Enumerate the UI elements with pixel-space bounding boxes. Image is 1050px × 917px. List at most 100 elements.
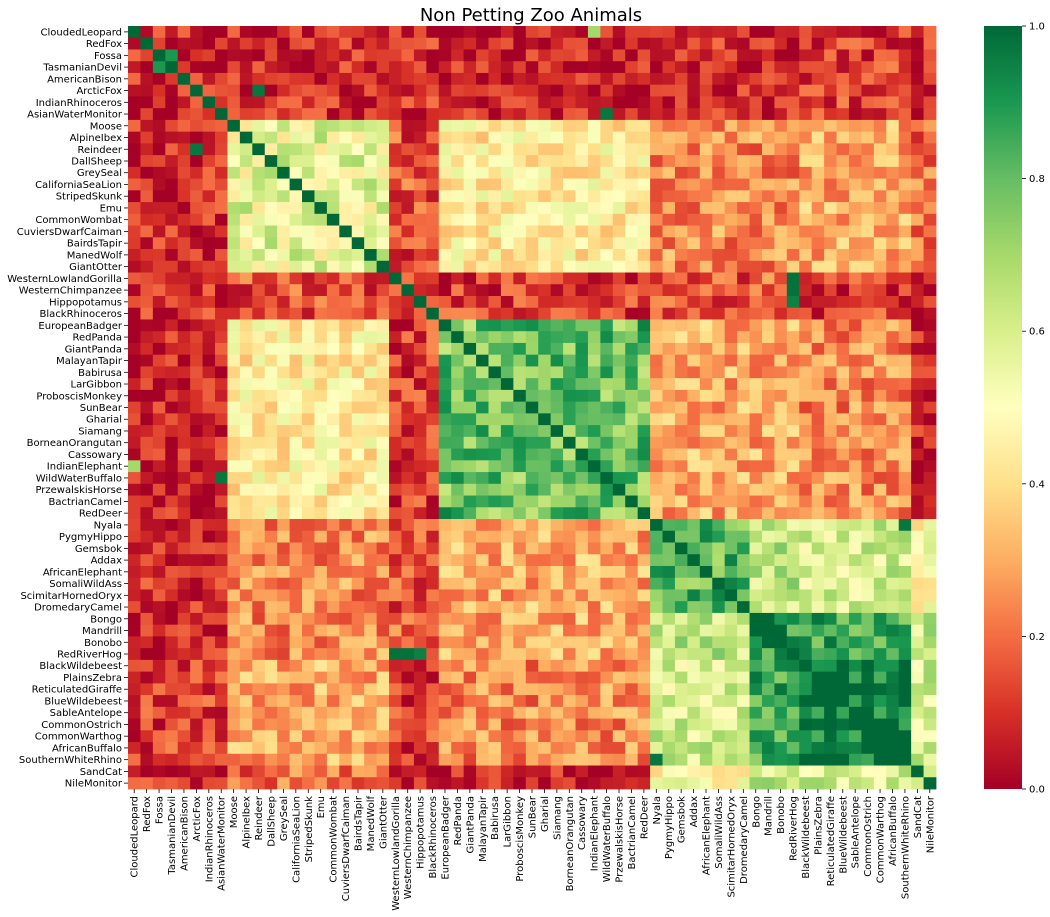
heatmap-cell bbox=[749, 401, 763, 414]
heatmap-cell bbox=[128, 37, 141, 50]
heatmap-cell bbox=[563, 166, 576, 179]
heatmap-cell bbox=[761, 671, 775, 684]
heatmap-cell bbox=[550, 483, 564, 496]
heatmap-cell bbox=[811, 425, 825, 438]
heatmap-cell bbox=[637, 237, 651, 250]
heatmap-cell bbox=[886, 519, 900, 532]
heatmap-cell bbox=[451, 706, 465, 719]
heatmap-cell bbox=[600, 777, 614, 790]
heatmap-cell bbox=[488, 706, 502, 719]
heatmap-cell bbox=[488, 683, 502, 696]
heatmap-cell bbox=[289, 389, 303, 403]
heatmap-cell bbox=[264, 753, 278, 766]
heatmap-cell bbox=[712, 26, 726, 39]
heatmap-cell bbox=[451, 472, 465, 485]
heatmap-cell bbox=[289, 565, 303, 579]
heatmap-cell bbox=[563, 37, 576, 50]
heatmap-cell bbox=[525, 295, 539, 309]
heatmap-cell bbox=[923, 542, 937, 555]
heatmap-cell bbox=[525, 225, 539, 238]
heatmap-cell bbox=[264, 49, 278, 62]
heatmap-cell bbox=[600, 495, 614, 508]
heatmap-cell bbox=[364, 26, 378, 39]
x-tick-label: DallSheep bbox=[266, 796, 277, 847]
heatmap-cell bbox=[674, 166, 688, 179]
heatmap-cell bbox=[811, 401, 825, 414]
heatmap-cell bbox=[152, 577, 166, 590]
heatmap-cell bbox=[302, 249, 315, 262]
heatmap-cell bbox=[699, 401, 713, 414]
heatmap-cell bbox=[898, 425, 912, 438]
heatmap-cell bbox=[451, 483, 465, 496]
heatmap-cell bbox=[525, 307, 539, 320]
heatmap-cell bbox=[811, 166, 825, 179]
heatmap-cell bbox=[799, 307, 813, 320]
heatmap-cell bbox=[824, 249, 837, 262]
heatmap-cell bbox=[811, 213, 825, 226]
heatmap-cell bbox=[898, 342, 912, 356]
heatmap-cell bbox=[575, 753, 589, 766]
heatmap-cell bbox=[488, 284, 502, 297]
x-tick-label: Hippopotamus bbox=[416, 796, 427, 869]
heatmap-cell bbox=[463, 448, 477, 461]
heatmap-cell bbox=[252, 72, 266, 86]
heatmap-cell bbox=[600, 695, 614, 708]
heatmap-cell bbox=[314, 753, 328, 766]
heatmap-cell bbox=[326, 695, 340, 708]
heatmap-cell bbox=[811, 554, 825, 567]
heatmap-cell bbox=[165, 155, 179, 168]
heatmap-cell bbox=[699, 706, 713, 719]
heatmap-cell bbox=[625, 342, 639, 356]
heatmap-cell bbox=[376, 143, 390, 156]
heatmap-cell bbox=[774, 249, 788, 262]
heatmap-cell bbox=[451, 659, 465, 673]
heatmap-cell bbox=[488, 202, 502, 215]
heatmap-cell bbox=[737, 706, 750, 719]
x-tick-label: WildWaterBuffalo bbox=[602, 796, 613, 882]
heatmap-cell bbox=[339, 495, 353, 508]
heatmap-cell bbox=[227, 765, 241, 778]
heatmap-cell bbox=[165, 777, 179, 790]
heatmap-cell bbox=[712, 401, 726, 414]
heatmap-cell bbox=[302, 777, 315, 790]
heatmap-cell bbox=[463, 61, 477, 74]
heatmap-cell bbox=[451, 354, 465, 367]
heatmap-cell bbox=[314, 601, 328, 614]
heatmap-cell bbox=[314, 624, 328, 637]
heatmap-cell bbox=[326, 589, 340, 602]
heatmap-cell bbox=[886, 260, 900, 273]
heatmap-cell bbox=[911, 753, 924, 766]
heatmap-cell bbox=[674, 460, 688, 473]
heatmap-cell bbox=[463, 378, 477, 391]
heatmap-cell bbox=[389, 178, 402, 191]
heatmap-cell bbox=[650, 765, 663, 778]
heatmap-cell bbox=[500, 730, 514, 743]
heatmap-cell bbox=[239, 84, 253, 97]
heatmap-cell bbox=[749, 389, 763, 403]
heatmap-cell bbox=[774, 190, 788, 203]
heatmap-cell bbox=[525, 96, 539, 109]
heatmap-cell bbox=[538, 272, 552, 285]
heatmap-cell bbox=[513, 577, 527, 590]
x-tick-label: AfricanElephant bbox=[702, 796, 713, 875]
heatmap-cell bbox=[476, 190, 489, 203]
heatmap-cell bbox=[575, 554, 589, 567]
heatmap-cell bbox=[227, 331, 241, 344]
heatmap-cell bbox=[476, 565, 489, 579]
heatmap-cell bbox=[463, 331, 477, 344]
heatmap-cell bbox=[401, 131, 415, 144]
heatmap-cell bbox=[326, 519, 340, 532]
heatmap-cell bbox=[215, 753, 228, 766]
heatmap-cell bbox=[662, 648, 676, 661]
heatmap-cell bbox=[550, 601, 564, 614]
heatmap-cell bbox=[625, 178, 639, 191]
heatmap-cell bbox=[351, 108, 365, 121]
heatmap-cell bbox=[302, 601, 315, 614]
heatmap-cell bbox=[699, 84, 713, 97]
heatmap-cell bbox=[426, 260, 440, 273]
heatmap-cell bbox=[190, 61, 203, 74]
heatmap-cell bbox=[923, 61, 937, 74]
x-tick-label: GiantOtter bbox=[378, 795, 389, 849]
heatmap-cell bbox=[799, 143, 813, 156]
heatmap-cell bbox=[215, 765, 228, 778]
